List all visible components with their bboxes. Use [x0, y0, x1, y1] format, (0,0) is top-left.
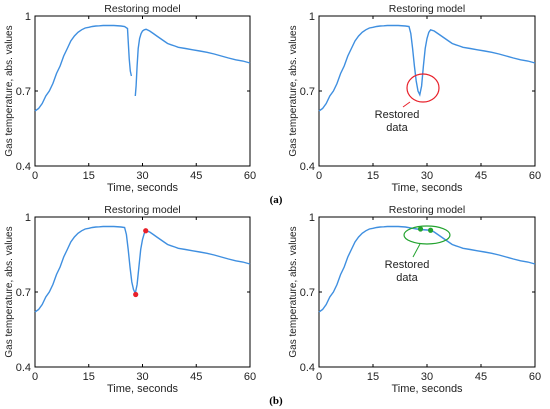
- x-tick-label: 45: [475, 170, 487, 182]
- y-tick-label: 0.7: [16, 287, 31, 299]
- series-line-1: [134, 28, 251, 97]
- y-tick-label: 1: [25, 11, 31, 23]
- y-tick-label: 0.4: [300, 362, 315, 374]
- y-tick-label: 1: [309, 212, 315, 224]
- y-tick-label: 1: [309, 11, 315, 23]
- y-tick-label: 0.4: [300, 161, 315, 173]
- series-line-0: [34, 225, 251, 313]
- x-tick-label: 45: [190, 371, 202, 383]
- y-axis-label: Gas temperature, abs. values: [4, 25, 15, 156]
- highlight-ellipse: [403, 225, 451, 245]
- annotation-label: Restored: [375, 109, 420, 121]
- y-axis-label: Gas temperature, abs. values: [4, 226, 15, 357]
- x-tick-label: 0: [32, 170, 38, 182]
- annotation-label: Restored: [385, 259, 430, 271]
- annotation-label: data: [386, 122, 408, 134]
- x-tick-label: 15: [367, 170, 379, 182]
- x-tick-label: 60: [529, 371, 541, 383]
- chart-title: Restoring model: [104, 3, 180, 15]
- x-tick-label: 15: [83, 170, 95, 182]
- chart-bottom-left: Restoring model 0 15 30 45 60 0.4 0.7 1 Time, sec…: [4, 204, 256, 395]
- x-tick-label: 45: [475, 371, 487, 383]
- x-tick-label: 15: [367, 371, 379, 383]
- series-line-0: [318, 24, 536, 112]
- series-line-0: [318, 225, 536, 313]
- y-tick-label: 1: [25, 212, 31, 224]
- series-line-0: [34, 24, 133, 112]
- highlight-ellipse: [406, 73, 440, 103]
- y-tick-label: 0.4: [16, 161, 31, 173]
- x-tick-label: 0: [316, 371, 322, 383]
- chart-title: Restoring model: [389, 204, 465, 216]
- x-axis-label: Time, seconds: [107, 383, 179, 395]
- x-tick-label: 30: [136, 170, 148, 182]
- x-tick-label: 30: [421, 371, 433, 383]
- x-tick-label: 60: [529, 170, 541, 182]
- plot-frame: [318, 216, 536, 368]
- annotation-pointer: [402, 101, 411, 108]
- panel-label-a: (a): [270, 194, 283, 206]
- y-tick-label: 0.7: [16, 86, 31, 98]
- y-tick-label: 0.7: [300, 86, 315, 98]
- x-tick-label: 0: [316, 170, 322, 182]
- chart-title: Restoring model: [104, 204, 180, 216]
- y-axis-label: Gas temperature, abs. values: [288, 25, 299, 156]
- data-point-marker: [417, 226, 424, 232]
- annotation-pointer: [412, 243, 421, 258]
- x-tick-label: 60: [244, 371, 256, 383]
- x-tick-label: 0: [32, 371, 38, 383]
- x-tick-label: 30: [421, 170, 433, 182]
- x-axis-label: Time, seconds: [391, 383, 463, 395]
- y-tick-label: 0.7: [300, 287, 315, 299]
- chart-top-left: Restoring model 0 15 30 45 60 0.4 0.7 1 Time, sec…: [4, 3, 256, 194]
- x-tick-label: 45: [190, 170, 202, 182]
- x-axis-label: Time, seconds: [391, 182, 463, 194]
- y-axis-label: Gas temperature, abs. values: [288, 226, 299, 357]
- x-tick-label: 30: [136, 371, 148, 383]
- annotation-label: data: [396, 272, 418, 284]
- chart-top-right: Restoring model 0 15 30 45 60 0.4 0.7 1 Time, sec…: [288, 3, 541, 194]
- data-point-marker: [133, 291, 139, 298]
- data-point-marker: [428, 227, 434, 233]
- panel-label-b: (b): [269, 395, 283, 407]
- x-tick-label: 15: [83, 371, 95, 383]
- chart-title: Restoring model: [389, 3, 465, 15]
- y-tick-label: 0.4: [16, 362, 31, 374]
- chart-bottom-right: Restoring model 0 15 30 45 60 0.4 0.7 1 Time, sec…: [288, 204, 541, 395]
- data-point-marker: [143, 228, 149, 234]
- x-tick-label: 60: [244, 170, 256, 182]
- x-axis-label: Time, seconds: [107, 182, 179, 194]
- plot-frame: [34, 15, 251, 167]
